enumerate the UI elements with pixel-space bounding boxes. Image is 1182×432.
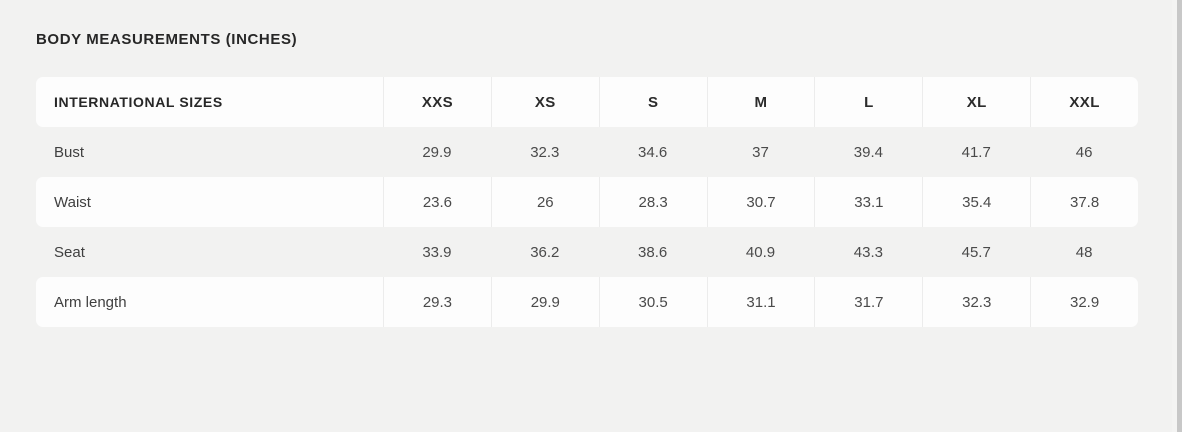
column-header-m: M bbox=[706, 77, 815, 127]
column-header-xxl: XXL bbox=[1030, 77, 1138, 127]
measurement-value: 28.3 bbox=[598, 177, 707, 227]
measurement-value: 29.3 bbox=[383, 277, 491, 327]
measurement-value: 32.3 bbox=[922, 277, 1030, 327]
measurement-value: 32.9 bbox=[1030, 277, 1138, 327]
measurement-value: 29.9 bbox=[490, 277, 599, 327]
row-label: Seat bbox=[54, 243, 85, 261]
table-header-row: INTERNATIONAL SIZES XXS XS S M L XL XXL bbox=[36, 77, 1138, 127]
measurement-value: 29.9 bbox=[422, 143, 452, 161]
column-header-l: L bbox=[814, 77, 922, 127]
column-header-s: S bbox=[598, 77, 707, 127]
measurement-value: 40.9 bbox=[745, 243, 776, 261]
column-header-xl: XL bbox=[922, 77, 1030, 127]
column-header-xxs: XXS bbox=[383, 77, 491, 127]
measurement-value: 37.8 bbox=[1030, 177, 1138, 227]
measurement-value: 48 bbox=[1075, 243, 1093, 261]
body-measurements-table: INTERNATIONAL SIZES XXS XS S M L XL XXL … bbox=[36, 77, 1138, 327]
row-label: Waist bbox=[54, 193, 91, 211]
measurement-value: 38.6 bbox=[638, 243, 668, 261]
table-row-arm-length: Arm length 29.3 29.9 30.5 31.1 31.7 32.3… bbox=[36, 277, 1138, 327]
scrollbar-track bbox=[1172, 0, 1182, 432]
measurement-value: 34.6 bbox=[638, 143, 668, 161]
measurement-value: 46 bbox=[1075, 143, 1093, 161]
measurement-value: 35.4 bbox=[922, 177, 1030, 227]
row-label: Bust bbox=[54, 143, 85, 161]
measurement-value: 30.5 bbox=[598, 277, 707, 327]
measurement-value: 45.7 bbox=[961, 243, 991, 261]
table-row-waist: Waist 23.6 26 28.3 30.7 33.1 35.4 37.8 bbox=[36, 177, 1138, 227]
measurement-value: 26 bbox=[490, 177, 599, 227]
page-title: BODY MEASUREMENTS (INCHES) bbox=[36, 31, 298, 48]
row-label: Arm length bbox=[54, 293, 127, 311]
measurement-value: 37 bbox=[752, 143, 769, 161]
measurement-value: 30.7 bbox=[706, 177, 815, 227]
measurement-value: 39.4 bbox=[853, 143, 883, 161]
table-row-seat: Seat 33.9 36.2 38.6 40.9 43.3 45.7 48 bbox=[36, 227, 1138, 277]
measurement-value: 31.1 bbox=[706, 277, 815, 327]
measurement-value: 33.9 bbox=[422, 243, 452, 261]
measurement-value: 23.6 bbox=[383, 177, 491, 227]
measurement-value: 41.7 bbox=[961, 143, 991, 161]
scrollbar-thumb[interactable] bbox=[1177, 0, 1182, 432]
measurement-value: 33.1 bbox=[814, 177, 922, 227]
measurement-value: 32.3 bbox=[530, 143, 560, 161]
measurement-value: 43.3 bbox=[853, 243, 883, 261]
table-row-bust: Bust 29.9 32.3 34.6 37 39.4 41.7 46 bbox=[36, 127, 1138, 177]
column-header-xs: XS bbox=[490, 77, 599, 127]
measurement-value: 31.7 bbox=[814, 277, 922, 327]
table-header-label: INTERNATIONAL SIZES bbox=[54, 94, 223, 110]
measurement-value: 36.2 bbox=[530, 243, 560, 261]
